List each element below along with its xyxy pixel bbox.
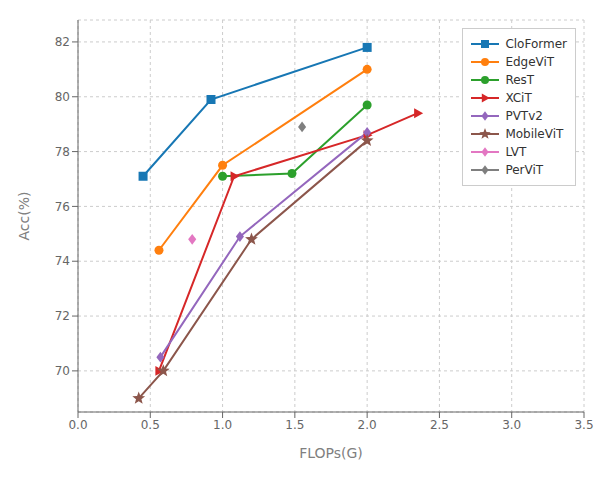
html-text:ResT: ResT bbox=[505, 73, 535, 87]
svg-text:Acc(%): Acc(%) bbox=[16, 192, 32, 241]
html-text:XCiT: XCiT bbox=[505, 91, 532, 105]
html-text:EdgeViT: EdgeViT bbox=[505, 55, 555, 69]
html-text:PVTv2: PVTv2 bbox=[505, 109, 543, 123]
svg-text:78: 78 bbox=[55, 145, 70, 159]
svg-text:72: 72 bbox=[55, 309, 70, 323]
html-text:CloFormer: CloFormer bbox=[505, 37, 567, 51]
svg-text:80: 80 bbox=[55, 90, 70, 104]
svg-text:76: 76 bbox=[55, 200, 70, 214]
svg-text:82: 82 bbox=[55, 35, 70, 49]
html-text:LVT: LVT bbox=[505, 145, 527, 159]
svg-text:2.5: 2.5 bbox=[430, 418, 449, 432]
svg-text:0.5: 0.5 bbox=[141, 418, 160, 432]
svg-text:74: 74 bbox=[55, 254, 70, 268]
svg-text:1.5: 1.5 bbox=[285, 418, 304, 432]
html-text:PerViT: PerViT bbox=[505, 163, 544, 177]
svg-text:0.0: 0.0 bbox=[68, 418, 87, 432]
svg-text:FLOPs(G): FLOPs(G) bbox=[299, 445, 363, 461]
svg-text:3.5: 3.5 bbox=[574, 418, 593, 432]
svg-text:2.0: 2.0 bbox=[358, 418, 377, 432]
html-text:MobileViT: MobileViT bbox=[505, 127, 564, 141]
svg-text:3.0: 3.0 bbox=[502, 418, 521, 432]
svg-text:70: 70 bbox=[55, 364, 70, 378]
svg-text:1.0: 1.0 bbox=[213, 418, 232, 432]
